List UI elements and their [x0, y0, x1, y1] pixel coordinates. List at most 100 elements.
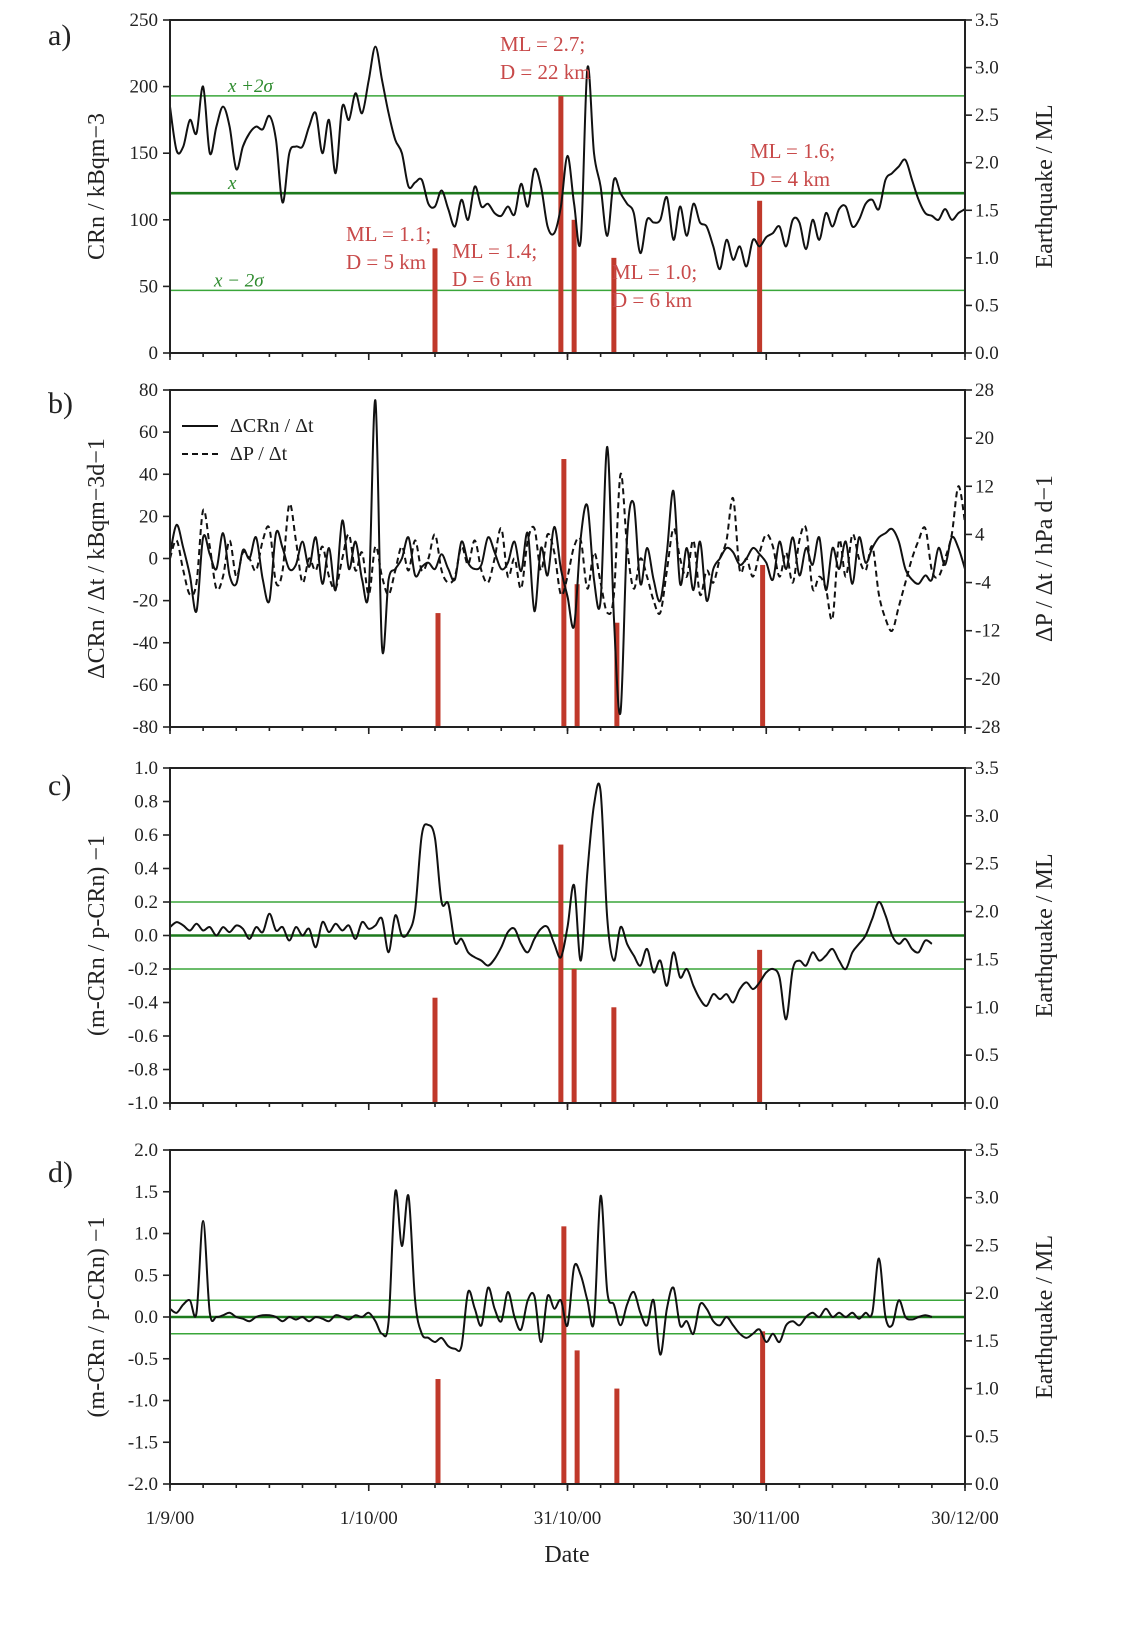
- panel-d-right-tick-label-7: 3.5: [975, 1140, 999, 1161]
- panel-d-left-tick-label-1: -1.5: [128, 1432, 158, 1453]
- panel-c-right-tick-label-0: 0.0: [975, 1093, 999, 1114]
- panel-d-left-tick-label-8: 2.0: [134, 1140, 158, 1161]
- panel-c-left-tick-label-2: -0.6: [128, 1026, 158, 1047]
- panel-c-label: c): [48, 769, 71, 802]
- legend-label-1: ΔP / Δt: [230, 443, 288, 465]
- earthquake-annotation-distance-3: D = 6 km: [612, 288, 692, 312]
- panel-c-earthquake-bar-4: [757, 949, 763, 1103]
- panel-c-earthquake-bar-3: [611, 1007, 617, 1103]
- panel-d-left-tick-label-0: -2.0: [128, 1474, 158, 1495]
- panel-b-series-line-1: [169, 472, 966, 633]
- panel-c-right-tick-label-4: 2.0: [975, 902, 999, 923]
- panel-d-right-tick-label-1: 0.5: [975, 1426, 999, 1447]
- panel-b-right-tick-label-2: -12: [975, 621, 1000, 642]
- panel-c-left-tick-label-5: 0.0: [134, 926, 158, 947]
- panel-a-earthquake-bar-4: [757, 200, 763, 353]
- panel-b-right-tick-label-1: -20: [975, 669, 1000, 690]
- panel-a-label: a): [48, 19, 71, 52]
- panel-c-left-tick-label-7: 0.4: [134, 859, 158, 880]
- earthquake-annotation-magnitude-0: ML = 1.1;: [346, 222, 431, 246]
- panel-a-left-tick-label-5: 250: [130, 10, 159, 31]
- panel-a-left-tick-label-0: 0: [149, 343, 159, 364]
- panel-b-series-line-0: [169, 399, 966, 716]
- panel-d-right-tick-label-0: 0.0: [975, 1474, 999, 1495]
- x-tick-label-2: 31/10/00: [534, 1508, 602, 1529]
- panel-a-left-tick-label-1: 50: [139, 276, 158, 297]
- panel-c-right-axis-label: Earthquake / ML: [1032, 854, 1058, 1018]
- panel-a-right-tick-label-5: 2.5: [975, 105, 999, 126]
- earthquake-annotation-magnitude-3: ML = 1.0;: [612, 260, 697, 284]
- earthquake-annotation-magnitude-4: ML = 1.6;: [750, 139, 835, 163]
- panel-b-left-tick-label-8: 80: [139, 380, 158, 401]
- panel-b-earthquake-bar-4: [760, 564, 766, 727]
- panel-d-left-tick-label-7: 1.5: [134, 1182, 158, 1203]
- panel-a-right-axis-label: Earthquake / ML: [1032, 105, 1058, 269]
- panel-c-left-tick-label-8: 0.6: [134, 825, 158, 846]
- earthquake-annotation-magnitude-1: ML = 2.7;: [500, 32, 585, 56]
- panel-c-left-tick-label-9: 0.8: [134, 792, 158, 813]
- panel-d-left-tick-label-4: 0.0: [134, 1307, 158, 1328]
- panel-d-left-tick-label-5: 0.5: [134, 1265, 158, 1286]
- panel-b-left-tick-label-7: 60: [139, 422, 158, 443]
- panel-d-left-tick-label-2: -1.0: [128, 1391, 158, 1412]
- panel-a-left-axis-label: CRn / kBqm−3: [84, 113, 110, 260]
- panel-a-right-tick-label-0: 0.0: [975, 343, 999, 364]
- panel-b-right-tick-label-0: -28: [975, 717, 1000, 738]
- panel-c-earthquake-bar-1: [558, 844, 564, 1103]
- panel-d-left-axis-label: (m-CRn / p-CRn) −1: [84, 1217, 110, 1418]
- panel-a-right-tick-label-7: 3.5: [975, 10, 999, 31]
- panel-c-left-tick-label-3: -0.4: [128, 993, 159, 1014]
- panel-c-right-tick-label-3: 1.5: [975, 949, 999, 970]
- panel-a-reference-label-2: x − 2σ: [213, 270, 264, 291]
- panel-d-left-tick-label-6: 1.0: [134, 1224, 158, 1245]
- panel-a-right-tick-label-3: 1.5: [975, 200, 999, 221]
- panel-b-left-tick-label-1: -60: [133, 675, 158, 696]
- legend-label-0: ΔCRn / Δt: [230, 415, 314, 437]
- panel-b-right-tick-label-7: 28: [975, 380, 994, 401]
- panel-a-left-tick-label-2: 100: [130, 210, 159, 231]
- x-tick-label-1: 1/10/00: [340, 1508, 398, 1529]
- panel-b-label: b): [48, 387, 73, 420]
- panel-b-right-tick-label-6: 20: [975, 428, 994, 449]
- panel-d-left-tick-label-3: -0.5: [128, 1349, 158, 1370]
- panel-a-earthquake-bar-1: [558, 96, 564, 353]
- panel-b-plot-frame: [169, 389, 966, 728]
- x-tick-label-0: 1/9/00: [146, 1508, 195, 1529]
- panel-c-right-tick-label-5: 2.5: [975, 854, 999, 875]
- x-tick-label-4: 30/12/00: [931, 1508, 999, 1529]
- panel-b-left-tick-label-4: 0: [149, 549, 159, 570]
- panel-c-series-line-0: [169, 782, 933, 1021]
- panel-c-left-tick-label-6: 0.2: [134, 892, 158, 913]
- panel-a-series-line-0: [169, 45, 966, 271]
- panel-a-right-tick-label-4: 2.0: [975, 153, 999, 174]
- panel-d-earthquake-bar-3: [614, 1388, 620, 1484]
- earthquake-annotation-distance-0: D = 5 km: [346, 250, 426, 274]
- panel-c-left-tick-label-10: 1.0: [134, 758, 158, 779]
- panel-a-left-tick-label-4: 200: [130, 77, 159, 98]
- panel-a-left-tick-label-3: 150: [130, 143, 159, 164]
- panel-d-right-tick-label-5: 2.5: [975, 1235, 999, 1256]
- panel-c-left-tick-label-0: -1.0: [128, 1093, 158, 1114]
- panel-b-left-axis-label: ΔCRn / Δt / kBqm−3d−1: [84, 438, 110, 679]
- panel-c-right-tick-label-1: 0.5: [975, 1045, 999, 1066]
- panel-b-right-tick-label-4: 4: [975, 524, 985, 545]
- panel-b-right-tick-label-3: -4: [975, 573, 991, 594]
- panel-a-earthquake-bar-2: [571, 219, 577, 353]
- panel-d-earthquake-bar-1: [561, 1226, 567, 1484]
- panel-c-right-tick-label-6: 3.0: [975, 806, 999, 827]
- panel-b-left-tick-label-5: 20: [139, 506, 158, 527]
- panel-c-right-tick-label-2: 1.0: [975, 997, 999, 1018]
- panel-d-right-tick-label-3: 1.5: [975, 1331, 999, 1352]
- panel-c-earthquake-bar-0: [432, 997, 438, 1103]
- panel-d-earthquake-bar-4: [760, 1331, 766, 1484]
- panel-b-left-tick-label-6: 40: [139, 464, 158, 485]
- panel-c-right-tick-label-7: 3.5: [975, 758, 999, 779]
- panel-c-earthquake-bar-2: [571, 969, 577, 1103]
- earthquake-annotation-distance-1: D = 22 km: [500, 60, 591, 84]
- panel-b-earthquake-bar-1: [561, 459, 567, 727]
- panel-b-left-tick-label-2: -40: [133, 633, 158, 654]
- panel-d-right-axis-label: Earthquake / ML: [1032, 1235, 1058, 1399]
- panel-d-earthquake-bar-0: [435, 1379, 441, 1484]
- panel-a-right-tick-label-2: 1.0: [975, 248, 999, 269]
- panel-b-earthquake-bar-0: [435, 613, 441, 727]
